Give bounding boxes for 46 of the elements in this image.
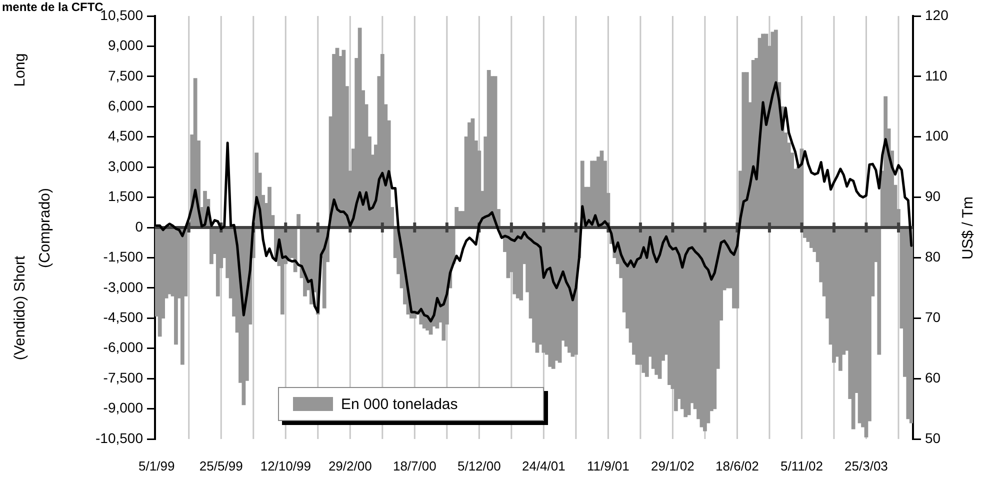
bar [293, 228, 298, 272]
x-tick-label: 24/4/01 [522, 458, 566, 474]
x-tick-label: 5/11/02 [780, 458, 823, 474]
x-tick-label: 18/6/02 [716, 458, 759, 474]
y2-tick-label: 60 [925, 369, 941, 386]
x-tick-label: 5/1/99 [138, 458, 175, 474]
text: mente de la CFTC [2, 0, 104, 14]
y-tick-label: 1,500 [108, 188, 144, 204]
x-tick-label: 11/9/01 [586, 458, 630, 474]
y-tick-label: 9,000 [108, 37, 144, 54]
y2-tick-label: 120 [925, 6, 949, 23]
y-tick-label: -3,000 [103, 278, 144, 295]
y-axis-title: (Vendido) Short [12, 256, 28, 360]
x-tick-label: 25/3/03 [844, 458, 888, 474]
y-tick-label: 6,000 [108, 98, 144, 114]
x-tick-label: 18/7/00 [392, 458, 436, 474]
y-tick-label: 7,500 [108, 67, 144, 84]
x-tick-label: 5/12/00 [457, 458, 501, 474]
y2-tick-label: 110 [925, 67, 948, 84]
y2-tick-label: 80 [925, 248, 941, 265]
y-tick-label: -6,000 [103, 339, 144, 356]
legend-label: En 000 toneladas [341, 396, 458, 412]
y-tick-label: 3,000 [108, 158, 144, 174]
y2-axis-title: US$ / Tm [960, 196, 976, 260]
bar [877, 228, 882, 355]
y2-tick-label: 90 [925, 188, 941, 204]
y-tick-label: -4,500 [103, 309, 144, 325]
y2-tick-label: 70 [925, 309, 941, 325]
y-tick-label: 4,500 [108, 128, 144, 144]
bar [296, 214, 300, 228]
x-tick-label: 12/10/99 [260, 458, 311, 474]
text: (Comprado) [36, 188, 54, 268]
x-tick-label: 25/5/99 [199, 458, 243, 474]
y2-tick-label: 50 [925, 430, 941, 446]
text: Long [12, 53, 28, 87]
x-tick-label: 29/1/02 [651, 458, 694, 474]
x-tick-label: 29/2/00 [328, 458, 372, 474]
y-tick-label: -7,500 [103, 369, 144, 386]
bar [268, 186, 272, 228]
y-tick-label: 0 [135, 218, 144, 234]
y2-tick-label: 100 [925, 128, 949, 144]
y-tick-label: -1,500 [103, 248, 144, 265]
y-tick-label: -9,000 [103, 400, 144, 416]
y-tick-label: -10,500 [96, 430, 144, 446]
bar [909, 228, 913, 424]
bar [519, 228, 524, 300]
